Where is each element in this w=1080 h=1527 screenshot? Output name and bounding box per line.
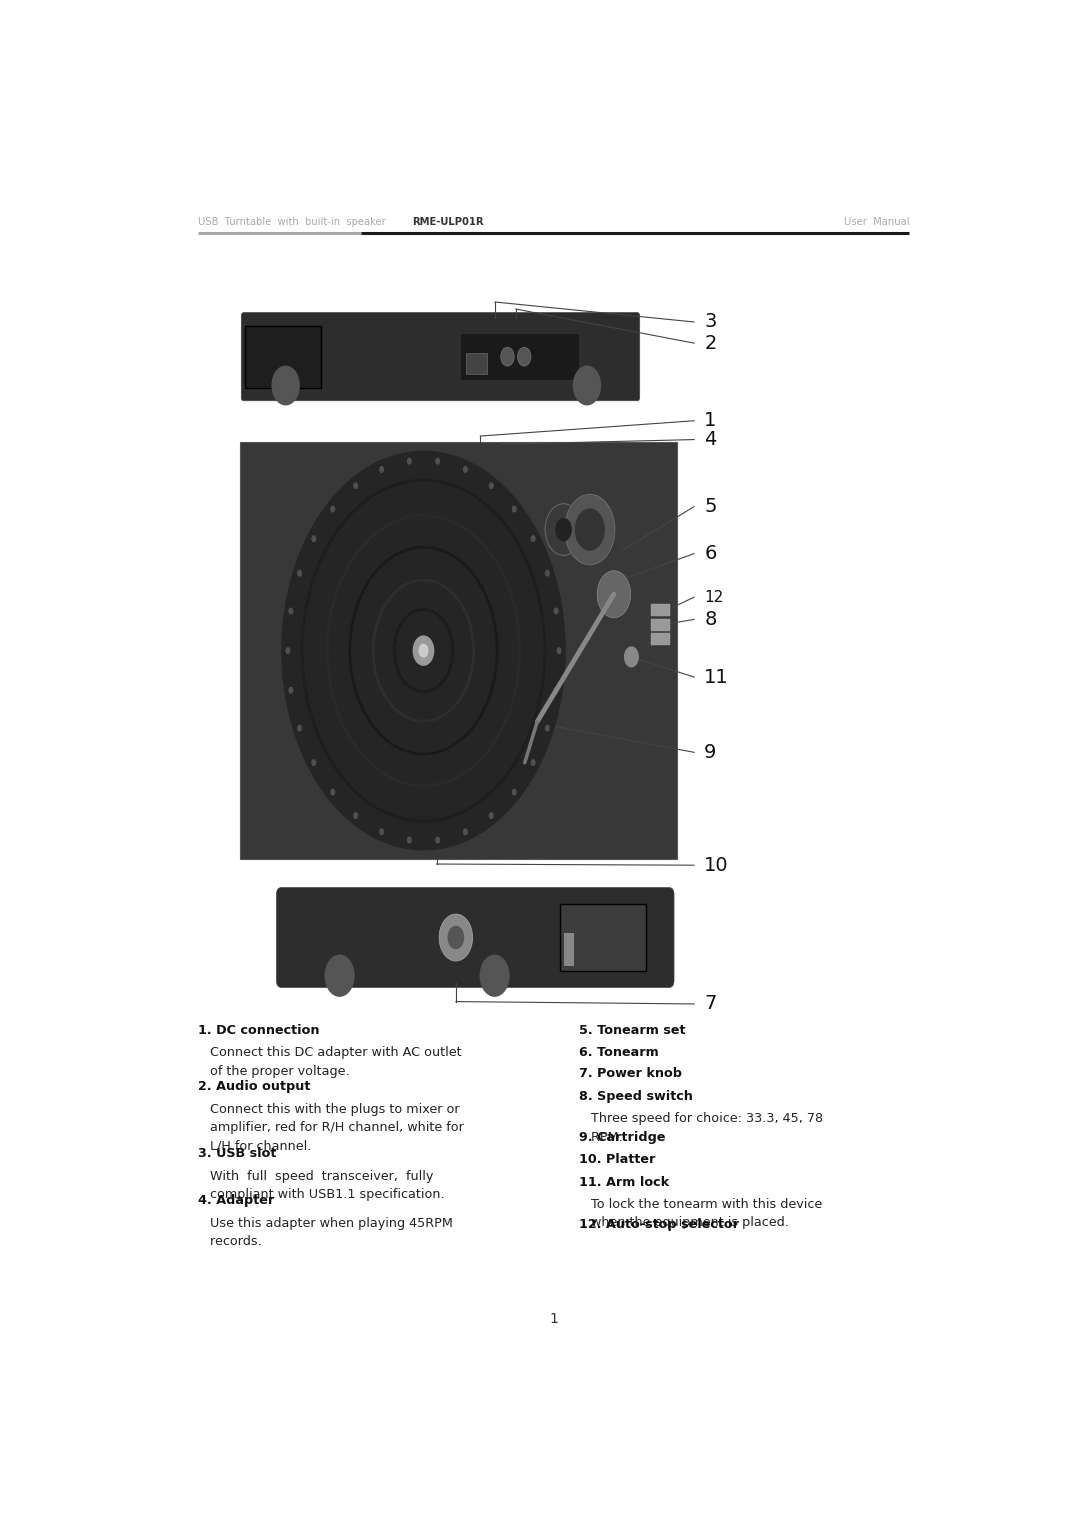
Circle shape — [311, 759, 316, 767]
FancyBboxPatch shape — [241, 313, 639, 400]
Text: 5: 5 — [704, 498, 717, 516]
Circle shape — [530, 759, 536, 767]
FancyBboxPatch shape — [276, 887, 674, 988]
Circle shape — [353, 812, 359, 818]
Circle shape — [379, 828, 384, 835]
Circle shape — [463, 466, 468, 473]
FancyBboxPatch shape — [245, 325, 321, 388]
Circle shape — [512, 505, 516, 513]
Text: 3: 3 — [704, 313, 716, 331]
Text: 2: 2 — [704, 333, 716, 353]
Circle shape — [480, 954, 510, 997]
Circle shape — [572, 365, 602, 406]
Circle shape — [463, 828, 468, 835]
Circle shape — [544, 570, 550, 577]
Text: 8: 8 — [704, 609, 716, 629]
Circle shape — [517, 347, 531, 366]
Text: 1: 1 — [549, 1312, 558, 1325]
Text: Connect this DC adapter with AC outlet
   of the proper voltage.: Connect this DC adapter with AC outlet o… — [198, 1046, 461, 1078]
Circle shape — [379, 466, 384, 473]
Bar — [651, 605, 670, 615]
Bar — [240, 441, 677, 860]
Circle shape — [281, 450, 566, 851]
Circle shape — [545, 504, 582, 556]
Text: 7: 7 — [704, 994, 716, 1014]
Circle shape — [565, 495, 615, 565]
Circle shape — [271, 365, 300, 406]
Text: Three speed for choice: 33.3, 45, 78
   RPM.: Three speed for choice: 33.3, 45, 78 RPM… — [579, 1112, 823, 1144]
Circle shape — [489, 812, 494, 818]
Circle shape — [556, 647, 562, 654]
Circle shape — [530, 534, 536, 542]
Circle shape — [418, 643, 429, 658]
Text: 7. Power knob: 7. Power knob — [579, 1067, 681, 1081]
Text: 5. Tonearm set: 5. Tonearm set — [579, 1025, 685, 1037]
Text: User  Manual: User Manual — [843, 217, 909, 226]
Circle shape — [597, 571, 631, 618]
Text: With  full  speed  transceiver,  fully
   compliant with USB1.1 specification.: With full speed transceiver, fully compl… — [198, 1170, 444, 1202]
Circle shape — [554, 687, 558, 693]
Bar — [651, 634, 670, 644]
Circle shape — [311, 534, 316, 542]
Bar — [651, 618, 670, 631]
Circle shape — [555, 518, 572, 542]
Text: USB  Turntable  with  built-in  speaker: USB Turntable with built-in speaker — [198, 217, 392, 226]
Circle shape — [324, 954, 354, 997]
Circle shape — [285, 647, 291, 654]
Circle shape — [288, 608, 294, 614]
Circle shape — [407, 837, 411, 843]
Text: Connect this with the plugs to mixer or
   amplifier, red for R/H channel, white: Connect this with the plugs to mixer or … — [198, 1102, 463, 1153]
Circle shape — [297, 725, 302, 731]
Circle shape — [413, 635, 434, 666]
Circle shape — [624, 646, 639, 667]
Circle shape — [330, 505, 335, 513]
Circle shape — [440, 915, 473, 960]
Text: 11. Arm lock: 11. Arm lock — [579, 1176, 669, 1188]
Text: RME-ULP01R: RME-ULP01R — [413, 217, 484, 226]
Bar — [461, 334, 579, 380]
Circle shape — [512, 788, 516, 796]
Text: 12: 12 — [704, 589, 724, 605]
FancyBboxPatch shape — [561, 904, 646, 971]
Text: 10. Platter: 10. Platter — [579, 1153, 654, 1167]
Text: 9. Cartridge: 9. Cartridge — [579, 1132, 665, 1144]
Text: 1. DC connection: 1. DC connection — [198, 1025, 320, 1037]
Circle shape — [554, 608, 558, 614]
Circle shape — [288, 687, 294, 693]
Bar — [465, 353, 486, 374]
Circle shape — [435, 837, 441, 843]
Text: Use this adapter when playing 45RPM
   records.: Use this adapter when playing 45RPM reco… — [198, 1217, 453, 1248]
Text: 10: 10 — [704, 855, 729, 875]
Text: 2. Audio output: 2. Audio output — [198, 1081, 310, 1093]
Text: 12. Auto-stop selector: 12. Auto-stop selector — [579, 1219, 739, 1231]
Text: 9: 9 — [704, 742, 716, 762]
Text: 6: 6 — [704, 544, 716, 563]
Bar — [565, 933, 575, 967]
Text: 1: 1 — [704, 411, 716, 431]
Text: 4. Adapter: 4. Adapter — [198, 1194, 274, 1208]
Text: 11: 11 — [704, 667, 729, 687]
Circle shape — [407, 458, 411, 464]
Circle shape — [435, 458, 441, 464]
Text: 8. Speed switch: 8. Speed switch — [579, 1090, 692, 1102]
Text: 3. USB slot: 3. USB slot — [198, 1147, 276, 1161]
Circle shape — [489, 483, 494, 489]
Circle shape — [447, 925, 464, 950]
Circle shape — [501, 347, 514, 366]
Circle shape — [297, 570, 302, 577]
Circle shape — [353, 483, 359, 489]
Circle shape — [544, 725, 550, 731]
Text: 4: 4 — [704, 431, 716, 449]
Text: To lock the tonearm with this device
   when the equipment is placed.: To lock the tonearm with this device whe… — [579, 1199, 822, 1229]
Circle shape — [330, 788, 335, 796]
Text: 6. Tonearm: 6. Tonearm — [579, 1046, 659, 1060]
Circle shape — [575, 508, 605, 551]
